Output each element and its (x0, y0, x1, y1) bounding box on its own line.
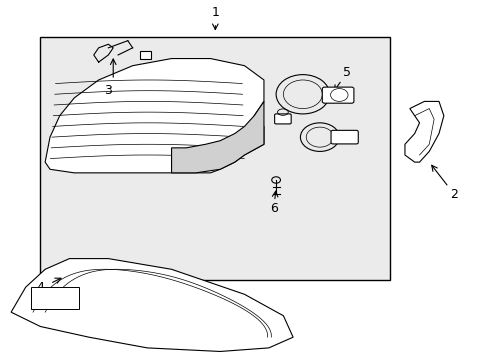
Polygon shape (171, 102, 264, 173)
Polygon shape (11, 258, 292, 351)
FancyBboxPatch shape (30, 287, 79, 309)
Text: 6: 6 (269, 202, 277, 215)
Text: 2: 2 (449, 188, 457, 201)
Text: 1: 1 (211, 6, 219, 19)
FancyBboxPatch shape (40, 37, 389, 280)
Polygon shape (404, 102, 443, 162)
Text: 3: 3 (104, 84, 112, 97)
Text: 4: 4 (36, 281, 44, 294)
FancyBboxPatch shape (330, 130, 358, 144)
FancyBboxPatch shape (322, 87, 353, 103)
FancyBboxPatch shape (140, 51, 150, 59)
Polygon shape (45, 59, 264, 173)
FancyBboxPatch shape (274, 114, 290, 124)
Text: 5: 5 (342, 66, 350, 79)
